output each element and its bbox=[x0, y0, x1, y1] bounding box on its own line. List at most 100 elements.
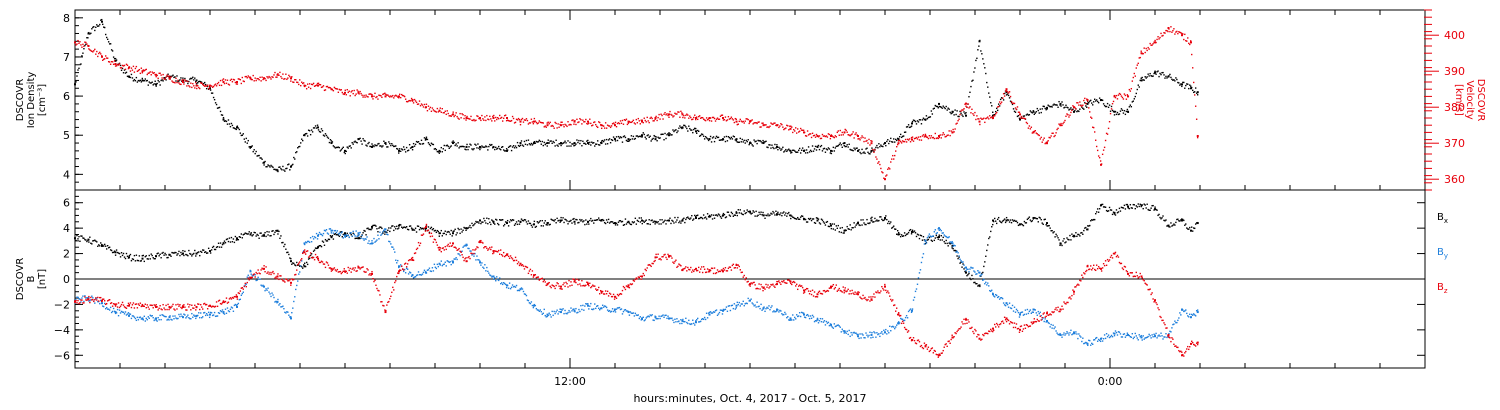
data-point bbox=[546, 315, 548, 318]
data-point bbox=[695, 118, 697, 121]
data-point bbox=[820, 218, 823, 220]
data-point bbox=[713, 140, 716, 143]
data-point bbox=[530, 142, 533, 145]
data-point bbox=[865, 148, 867, 150]
data-point bbox=[1185, 223, 1187, 225]
data-point bbox=[1091, 219, 1093, 221]
data-point bbox=[1025, 114, 1028, 116]
data-point bbox=[915, 235, 918, 238]
data-point bbox=[929, 116, 932, 118]
data-point bbox=[1096, 208, 1099, 210]
data-point bbox=[398, 97, 400, 99]
data-point bbox=[168, 75, 170, 77]
data-point bbox=[751, 144, 753, 146]
legend-subscript: y bbox=[1444, 252, 1448, 260]
data-point bbox=[110, 311, 113, 314]
data-point bbox=[625, 118, 628, 120]
data-point bbox=[998, 101, 1001, 103]
data-point bbox=[157, 316, 159, 319]
data-point bbox=[745, 139, 747, 142]
data-point bbox=[808, 151, 811, 153]
data-point bbox=[79, 240, 81, 242]
data-point bbox=[511, 284, 514, 286]
data-point bbox=[363, 94, 365, 97]
data-point bbox=[1126, 94, 1129, 96]
data-point bbox=[970, 112, 972, 114]
data-point bbox=[513, 224, 516, 226]
data-point bbox=[563, 126, 565, 128]
data-point bbox=[1196, 136, 1199, 139]
data-point bbox=[851, 133, 853, 135]
data-point bbox=[281, 306, 283, 308]
data-point bbox=[835, 145, 838, 148]
data-point bbox=[102, 305, 104, 307]
data-point bbox=[664, 314, 666, 317]
data-point bbox=[311, 83, 314, 86]
data-point bbox=[1031, 112, 1034, 114]
data-point bbox=[162, 73, 164, 76]
data-point bbox=[774, 311, 776, 313]
data-point bbox=[500, 219, 503, 221]
data-point bbox=[410, 275, 413, 277]
data-point bbox=[226, 238, 229, 240]
data-point bbox=[202, 249, 204, 251]
data-point bbox=[1180, 83, 1182, 85]
data-point bbox=[194, 249, 196, 252]
data-point bbox=[214, 83, 217, 85]
data-point bbox=[407, 149, 410, 151]
data-point bbox=[853, 137, 855, 139]
data-point bbox=[918, 139, 921, 141]
data-point bbox=[886, 333, 888, 335]
data-point bbox=[111, 251, 114, 254]
data-point bbox=[1080, 104, 1082, 107]
data-point bbox=[1074, 109, 1076, 112]
data-point bbox=[576, 312, 578, 314]
data-point bbox=[190, 82, 192, 84]
data-point bbox=[693, 322, 695, 325]
data-point bbox=[374, 92, 376, 95]
data-point bbox=[951, 132, 953, 134]
data-point bbox=[1135, 92, 1137, 95]
data-point bbox=[1019, 118, 1021, 121]
data-point bbox=[496, 148, 498, 150]
data-point bbox=[145, 317, 147, 320]
data-point bbox=[941, 107, 943, 109]
data-point bbox=[706, 213, 709, 215]
data-point bbox=[476, 255, 478, 257]
data-point bbox=[631, 221, 634, 223]
data-point bbox=[614, 121, 617, 124]
data-point bbox=[698, 321, 701, 323]
data-point bbox=[187, 82, 189, 85]
data-point bbox=[350, 147, 352, 149]
data-point bbox=[920, 235, 923, 237]
data-point bbox=[1092, 126, 1094, 128]
data-point bbox=[326, 232, 329, 234]
data-point bbox=[776, 214, 778, 216]
data-point bbox=[508, 282, 511, 284]
data-point bbox=[776, 124, 778, 127]
data-point bbox=[581, 145, 583, 147]
data-point bbox=[708, 119, 711, 122]
data-point bbox=[286, 311, 288, 313]
data-point bbox=[541, 219, 543, 222]
data-point bbox=[1053, 231, 1055, 233]
data-point bbox=[613, 222, 616, 224]
data-point bbox=[742, 300, 744, 303]
data-point bbox=[992, 219, 994, 222]
data-point bbox=[117, 64, 120, 66]
data-point bbox=[209, 89, 212, 91]
data-point bbox=[950, 241, 952, 244]
data-point bbox=[670, 222, 672, 225]
data-point bbox=[357, 91, 360, 94]
data-point bbox=[698, 115, 700, 118]
data-point bbox=[744, 120, 746, 122]
data-point bbox=[636, 314, 639, 317]
data-point bbox=[1143, 203, 1145, 205]
data-point bbox=[1155, 41, 1157, 44]
data-point bbox=[496, 276, 498, 278]
data-point bbox=[365, 144, 367, 146]
data-point bbox=[1143, 47, 1145, 49]
data-point bbox=[78, 235, 80, 238]
data-point bbox=[931, 137, 934, 139]
data-point bbox=[498, 224, 500, 226]
